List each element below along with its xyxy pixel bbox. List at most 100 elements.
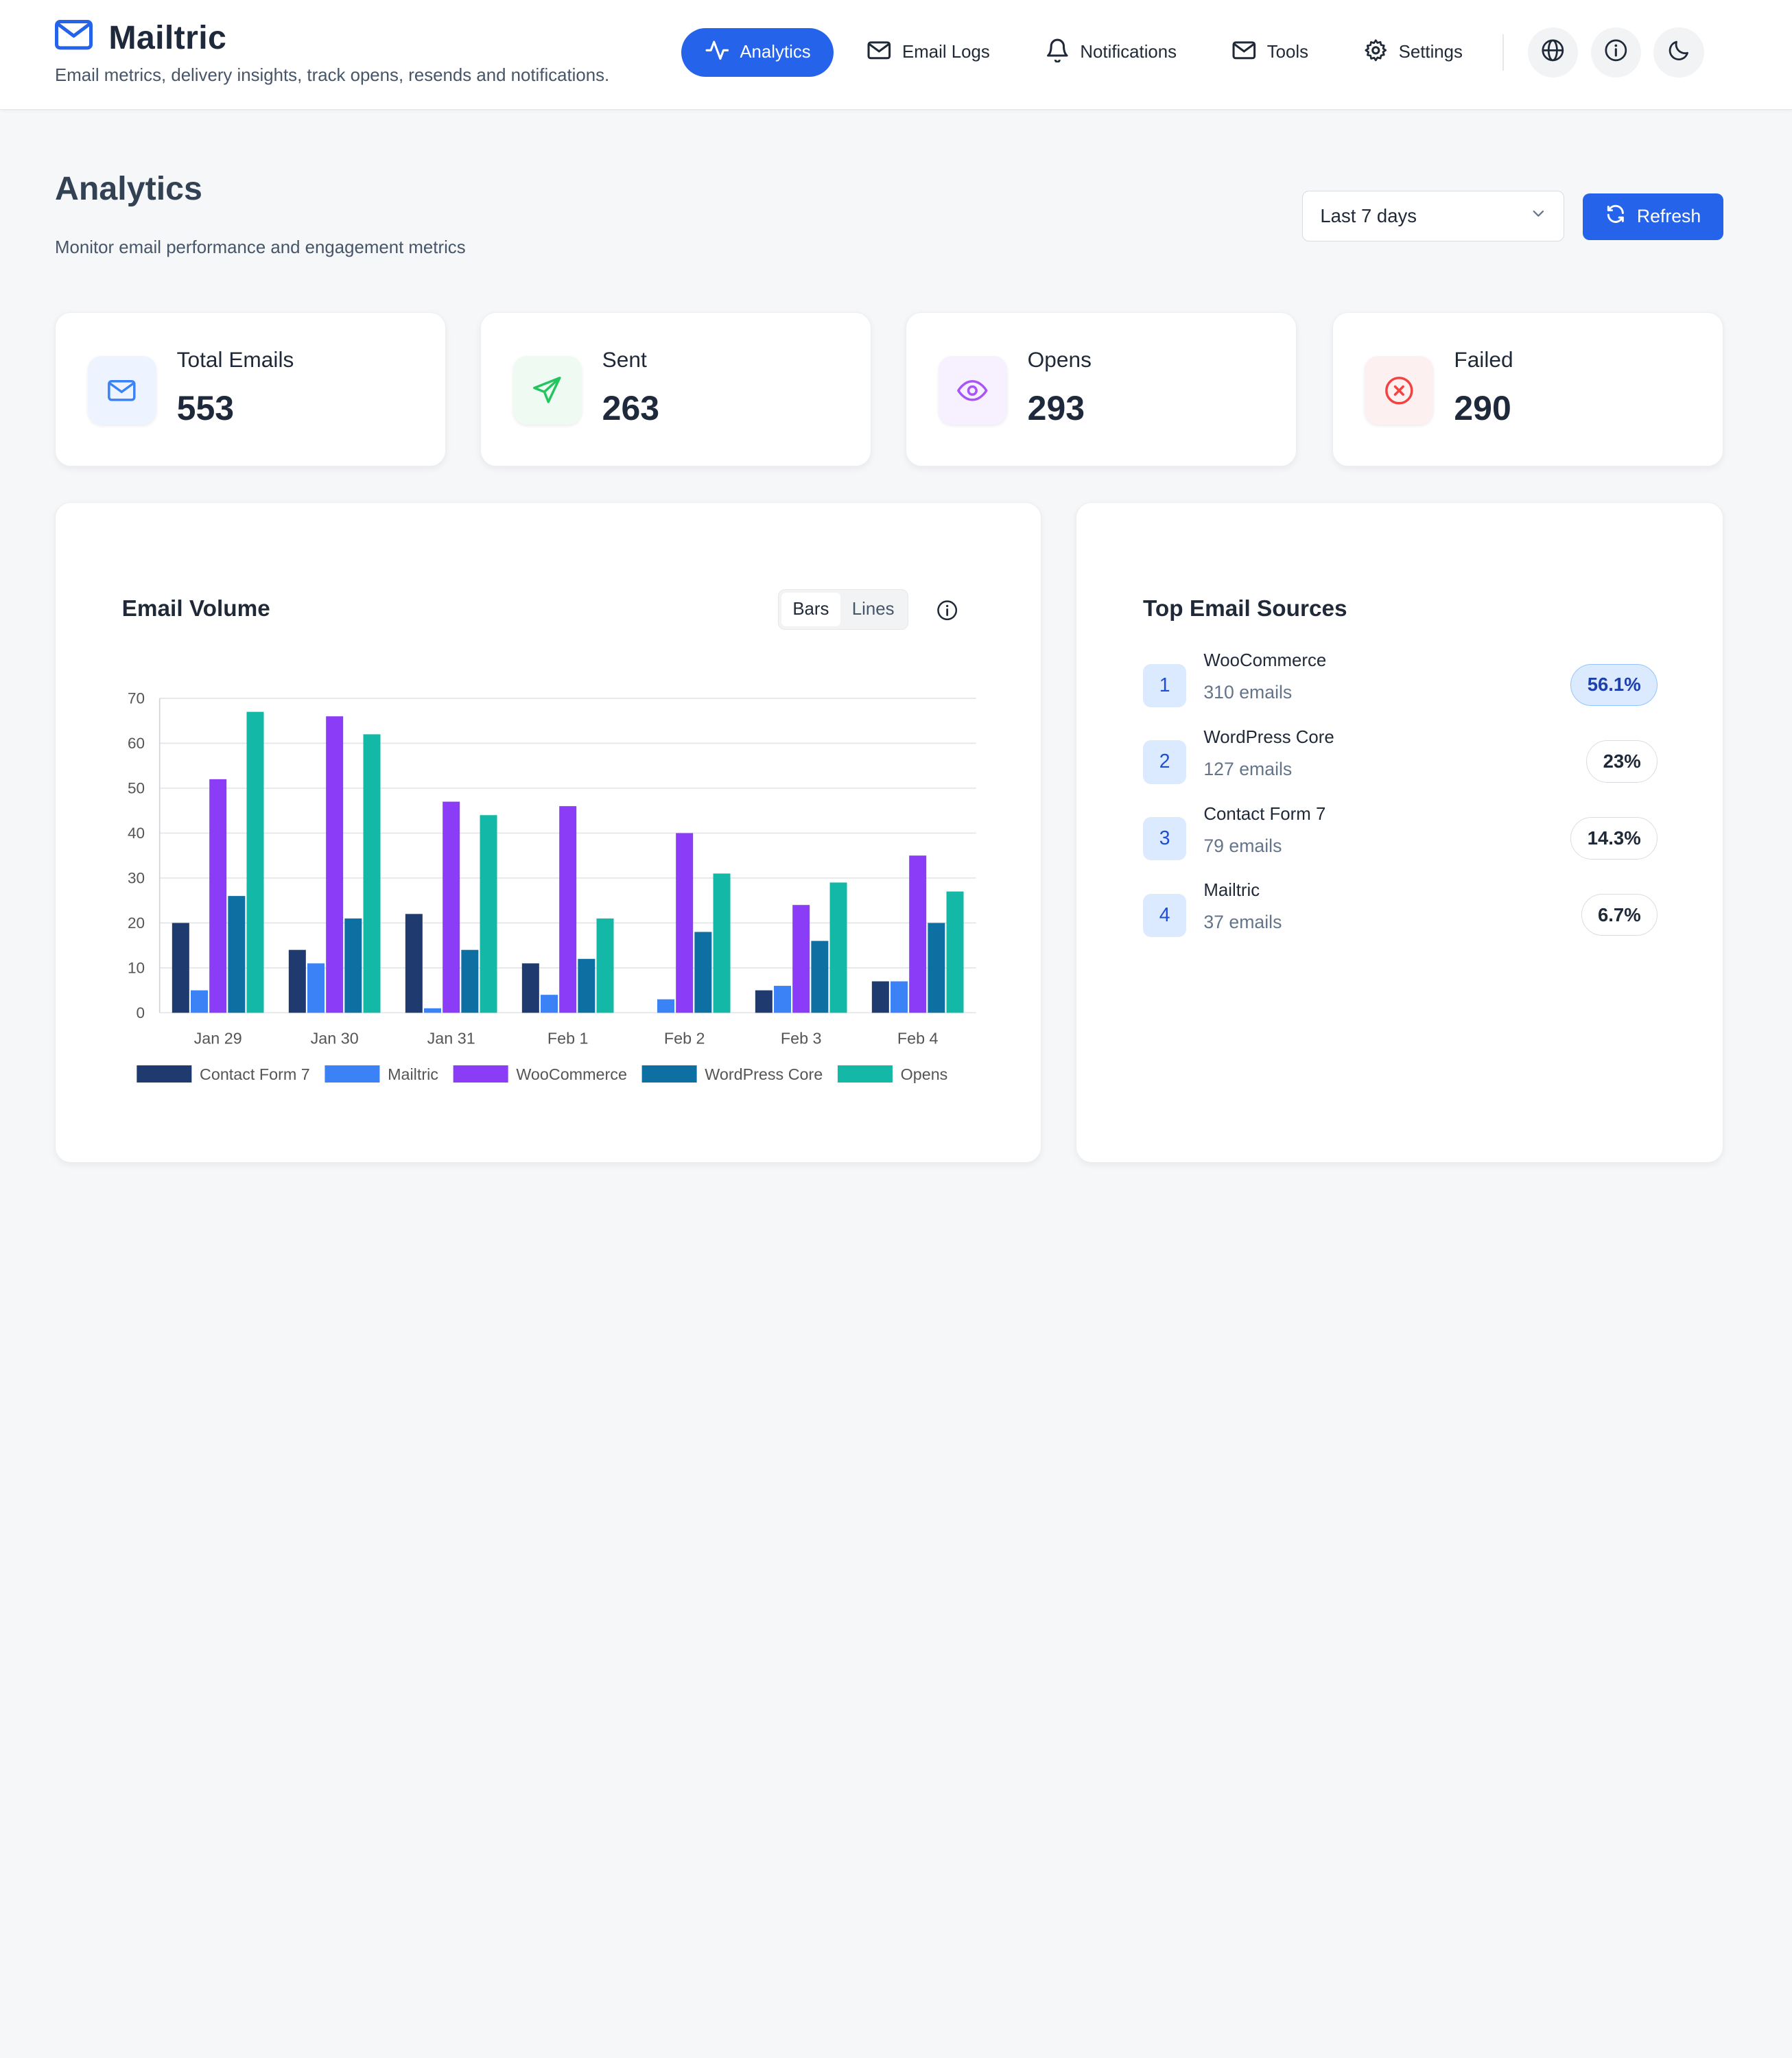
nav-label: Analytics — [740, 43, 811, 62]
bar — [694, 932, 712, 1013]
source-rank: 4 — [1143, 893, 1187, 937]
bar — [578, 958, 596, 1013]
stat-card-sent: Sent 263 — [480, 312, 871, 466]
nav-label: Settings — [1398, 43, 1463, 62]
nav-label: Email Logs — [901, 43, 990, 62]
bar — [755, 990, 773, 1013]
bar — [443, 801, 460, 1013]
info-icon[interactable] — [936, 599, 958, 626]
legend-label: Opens — [901, 1065, 948, 1083]
y-tick-label: 10 — [128, 959, 145, 976]
x-tick-label: Jan 29 — [194, 1029, 242, 1047]
bar — [541, 994, 558, 1013]
bar — [596, 918, 614, 1013]
bar — [228, 895, 246, 1013]
panel-title: Email Volume — [121, 596, 270, 622]
source-name: Contact Form 7 — [1203, 804, 1326, 824]
source-rank: 3 — [1143, 817, 1187, 861]
toggle-bars[interactable]: Bars — [781, 593, 841, 626]
nav-tools[interactable]: Tools — [1210, 28, 1330, 78]
info-icon — [1603, 38, 1629, 68]
activity-icon — [705, 38, 730, 68]
bar — [521, 962, 539, 1013]
bar — [209, 779, 227, 1013]
x-tick-label: Feb 4 — [897, 1029, 939, 1047]
nav-email-logs[interactable]: Email Logs — [845, 28, 1012, 78]
page-title: Analytics — [55, 169, 202, 207]
source-count: 310 emails — [1203, 682, 1293, 703]
nav-notifications[interactable]: Notifications — [1023, 28, 1199, 78]
source-percent-badge: 56.1% — [1570, 663, 1658, 707]
language-button[interactable] — [1527, 27, 1579, 78]
y-tick-label: 0 — [136, 1004, 145, 1021]
bar — [559, 805, 577, 1013]
y-tick-label: 50 — [128, 779, 145, 796]
refresh-button[interactable]: Refresh — [1582, 193, 1723, 240]
bar — [288, 949, 306, 1013]
bar — [792, 904, 810, 1013]
bar — [405, 913, 423, 1013]
source-row[interactable]: 2 WordPress Core 127 emails 23% — [1143, 728, 1658, 796]
y-tick-label: 40 — [128, 825, 145, 842]
bar — [326, 715, 344, 1013]
brand: Mailtric Email metrics, delivery insight… — [55, 19, 609, 86]
stat-value: 293 — [1027, 389, 1085, 427]
stat-label: Total Emails — [176, 347, 294, 372]
stat-label: Opens — [1027, 347, 1092, 372]
mail-icon — [87, 356, 156, 425]
source-count: 37 emails — [1203, 912, 1282, 933]
bar — [307, 962, 325, 1013]
nav-analytics[interactable]: Analytics — [681, 27, 834, 78]
bar — [461, 949, 479, 1013]
source-rank: 2 — [1143, 740, 1187, 784]
x-tick-label: Jan 31 — [427, 1029, 475, 1047]
y-tick-label: 70 — [128, 689, 145, 707]
source-percent-badge: 23% — [1586, 740, 1658, 783]
source-name: WooCommerce — [1203, 651, 1327, 671]
toggle-lines[interactable]: Lines — [851, 599, 895, 619]
top-bar: Mailtric Email metrics, delivery insight… — [0, 0, 1792, 110]
source-row[interactable]: 4 Mailtric 37 emails 6.7% — [1143, 881, 1658, 949]
stat-card-opens: Opens 293 — [906, 312, 1297, 466]
legend-label: WordPress Core — [705, 1065, 823, 1083]
source-count: 127 emails — [1203, 759, 1293, 779]
legend-swatch — [325, 1065, 380, 1083]
theme-toggle-button[interactable] — [1653, 27, 1704, 78]
top-sources-panel: Top Email Sources 1 WooCommerce 310 emai… — [1076, 501, 1723, 1163]
stat-value: 290 — [1454, 389, 1511, 427]
bar — [946, 891, 964, 1013]
mail-icon — [1231, 38, 1257, 68]
send-icon — [512, 356, 582, 425]
page-subtitle: Monitor email performance and engagement… — [55, 237, 466, 257]
x-circle-icon — [1365, 356, 1434, 425]
bar — [713, 873, 731, 1013]
legend-swatch — [453, 1065, 508, 1083]
bar — [891, 981, 908, 1013]
email-volume-chart: 0 10 20 30 40 50 60 70 Jan 29 Jan 30 Jan 31 Feb 1 Fe… — [128, 689, 976, 1083]
nav-settings[interactable]: Settings — [1341, 28, 1484, 78]
source-row[interactable]: 1 WooCommerce 310 emails 56.1% — [1143, 651, 1658, 720]
eye-icon — [938, 356, 1007, 425]
x-tick-label: Feb 2 — [664, 1029, 705, 1047]
refresh-icon — [1605, 203, 1627, 230]
chevron-down-icon — [1529, 204, 1548, 228]
bar — [363, 734, 381, 1013]
legend-label: Contact Form 7 — [200, 1065, 310, 1083]
y-tick-label: 20 — [128, 914, 145, 932]
bar — [657, 999, 675, 1013]
legend-label: WooCommerce — [516, 1065, 627, 1083]
bar — [191, 990, 209, 1013]
y-tick-label: 30 — [128, 869, 145, 886]
stat-card-failed: Failed 290 — [1332, 312, 1723, 466]
nav-label: Notifications — [1080, 43, 1177, 62]
about-button[interactable] — [1590, 27, 1641, 78]
refresh-label: Refresh — [1636, 206, 1701, 227]
moon-icon — [1666, 38, 1692, 68]
date-range-value: Last 7 days — [1320, 204, 1417, 226]
source-row[interactable]: 3 Contact Form 7 79 emails 14.3% — [1143, 805, 1658, 873]
x-tick-label: Feb 3 — [781, 1029, 822, 1047]
date-range-select[interactable]: Last 7 days — [1302, 191, 1565, 241]
stat-value: 263 — [602, 389, 660, 427]
nav-label: Tools — [1266, 43, 1308, 62]
bar — [172, 923, 189, 1013]
